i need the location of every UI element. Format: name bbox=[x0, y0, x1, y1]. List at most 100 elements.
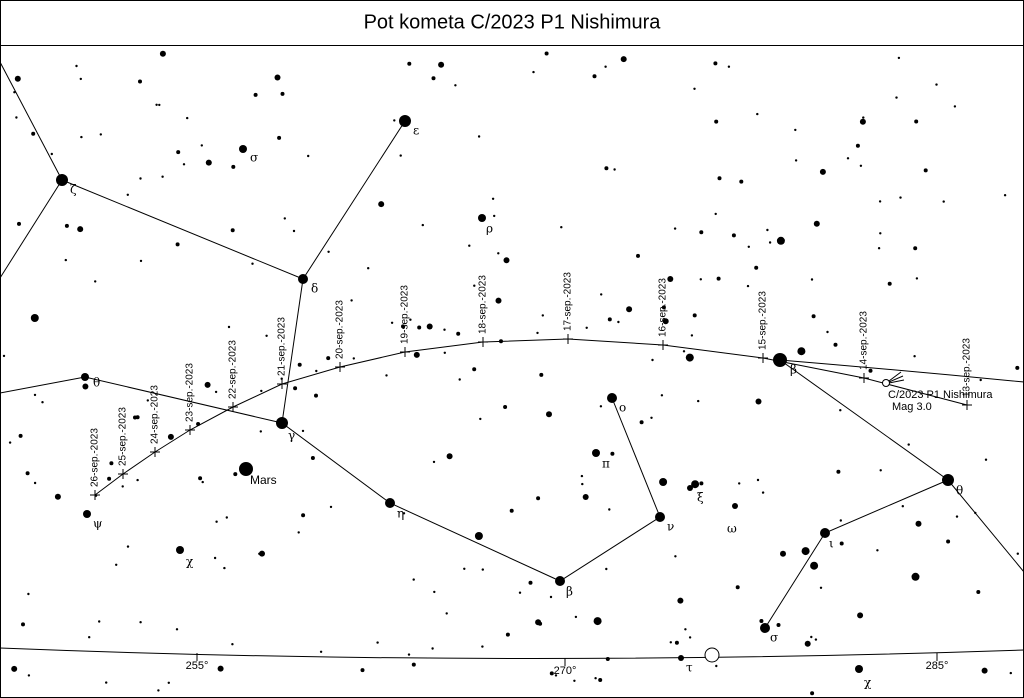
star bbox=[574, 615, 578, 619]
star bbox=[399, 154, 402, 157]
date-label: 26-sep.-2023 bbox=[90, 428, 101, 487]
star bbox=[651, 358, 654, 362]
star bbox=[1009, 671, 1012, 675]
star bbox=[136, 478, 139, 482]
star bbox=[855, 143, 860, 148]
star bbox=[314, 393, 318, 398]
star bbox=[819, 168, 826, 175]
star bbox=[443, 351, 446, 354]
star bbox=[759, 619, 764, 623]
star bbox=[518, 591, 522, 594]
date-cross bbox=[859, 373, 869, 383]
star bbox=[8, 441, 12, 444]
star bbox=[326, 356, 331, 361]
date-cross bbox=[962, 400, 972, 410]
star bbox=[230, 228, 235, 233]
star bbox=[225, 516, 228, 519]
star bbox=[438, 61, 445, 68]
star bbox=[794, 128, 797, 132]
star bbox=[2, 354, 6, 358]
star bbox=[1016, 552, 1019, 555]
star bbox=[315, 369, 318, 373]
star bbox=[80, 135, 83, 139]
star bbox=[594, 677, 597, 680]
star bbox=[217, 665, 224, 672]
star bbox=[727, 65, 731, 68]
star bbox=[766, 228, 769, 232]
star bbox=[307, 154, 310, 158]
equator-line bbox=[0, 647, 1024, 660]
star bbox=[582, 494, 589, 500]
star-label: ζ bbox=[70, 183, 77, 197]
star bbox=[139, 177, 142, 180]
star bbox=[979, 378, 982, 382]
star bbox=[412, 578, 415, 581]
star bbox=[549, 595, 553, 599]
star bbox=[159, 50, 166, 57]
star bbox=[433, 590, 436, 594]
star bbox=[401, 324, 405, 329]
star bbox=[981, 667, 988, 674]
star bbox=[755, 398, 762, 405]
star bbox=[329, 505, 333, 509]
star bbox=[536, 331, 539, 335]
star bbox=[176, 546, 184, 554]
date-cross bbox=[335, 362, 345, 372]
star bbox=[201, 480, 204, 484]
star bbox=[64, 258, 68, 262]
star bbox=[327, 250, 330, 253]
star bbox=[25, 471, 30, 476]
star bbox=[810, 635, 813, 639]
star bbox=[974, 511, 977, 515]
star bbox=[431, 76, 436, 81]
star bbox=[846, 157, 850, 160]
star bbox=[895, 96, 898, 99]
star bbox=[135, 415, 140, 420]
star bbox=[105, 681, 108, 684]
star bbox=[495, 297, 502, 304]
ra-label: 285° bbox=[926, 660, 949, 672]
date-label: 23-sep.-2023 bbox=[185, 363, 196, 422]
star bbox=[376, 641, 379, 644]
star bbox=[667, 276, 674, 282]
star bbox=[109, 461, 114, 466]
star bbox=[839, 409, 842, 412]
star bbox=[468, 244, 471, 247]
star bbox=[350, 299, 353, 302]
star bbox=[811, 314, 816, 319]
star bbox=[692, 313, 697, 318]
star bbox=[814, 638, 818, 641]
date-cross bbox=[277, 379, 287, 389]
date-label: 25-sep.-2023 bbox=[118, 407, 129, 466]
date-cross bbox=[185, 425, 195, 435]
star bbox=[756, 112, 759, 116]
star bbox=[253, 92, 258, 97]
star bbox=[283, 217, 286, 220]
star bbox=[298, 274, 308, 284]
star bbox=[292, 229, 296, 233]
star bbox=[942, 474, 954, 486]
star bbox=[528, 580, 533, 585]
star bbox=[446, 453, 453, 460]
star bbox=[30, 314, 39, 322]
date-cross bbox=[118, 469, 128, 479]
star bbox=[139, 621, 142, 624]
star bbox=[176, 150, 181, 155]
star bbox=[463, 567, 466, 570]
star bbox=[138, 79, 142, 84]
star bbox=[639, 420, 644, 425]
star bbox=[610, 451, 615, 456]
star-label: χ bbox=[186, 555, 194, 569]
star-label: τ bbox=[686, 661, 693, 675]
background-stars bbox=[2, 50, 1020, 696]
star bbox=[481, 568, 484, 571]
star bbox=[265, 334, 268, 337]
date-label: 24-sep.-2023 bbox=[150, 385, 161, 444]
star bbox=[417, 325, 422, 330]
star bbox=[301, 513, 306, 518]
star bbox=[18, 433, 23, 438]
star bbox=[390, 321, 394, 324]
star bbox=[27, 674, 31, 677]
star bbox=[673, 227, 677, 230]
comet-tail bbox=[888, 371, 905, 384]
